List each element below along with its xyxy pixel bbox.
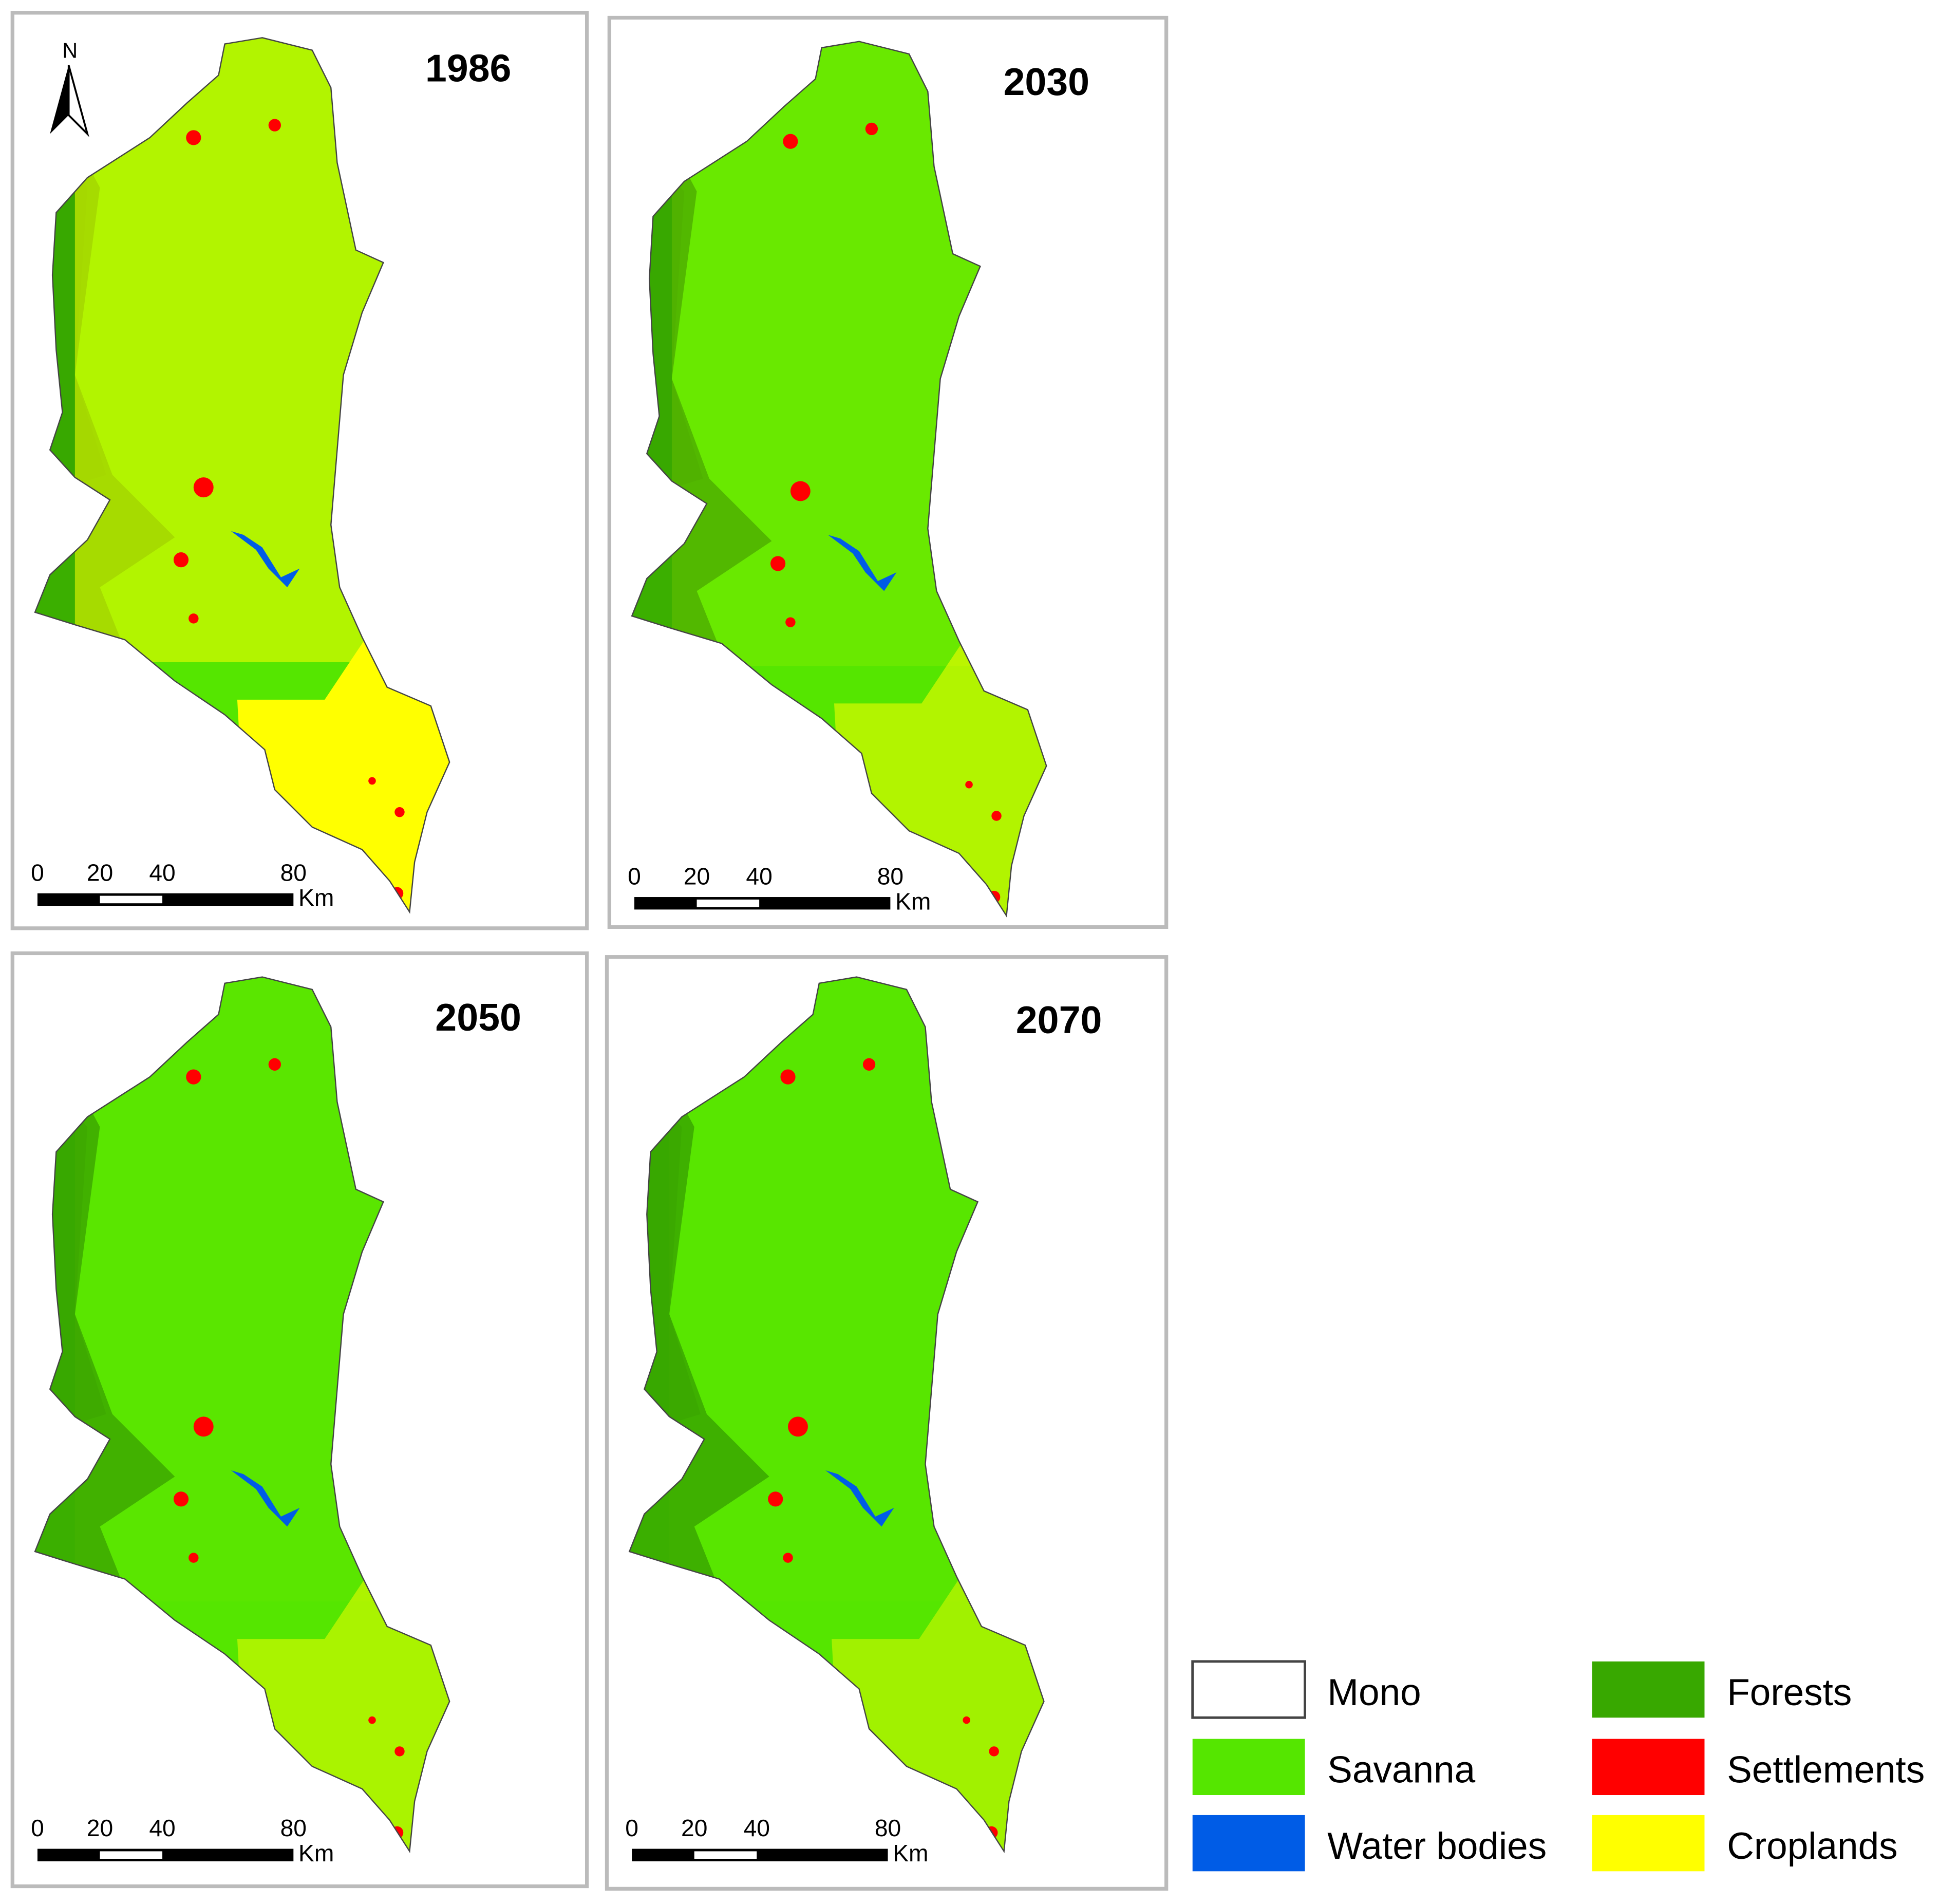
settlement — [394, 807, 405, 817]
settlement — [991, 811, 1002, 821]
settlement — [865, 122, 878, 136]
lake — [231, 1470, 300, 1527]
scale-label: 20 — [684, 863, 710, 890]
legend-swatch — [1191, 1660, 1306, 1719]
legend-label: Water bodies — [1327, 1825, 1547, 1867]
settlement — [173, 1491, 189, 1507]
settlement — [189, 1553, 199, 1563]
legend-label: Forests — [1727, 1672, 1852, 1713]
lake — [231, 531, 300, 588]
scale-label: 40 — [744, 1815, 770, 1841]
scale-unit: Km — [895, 888, 931, 914]
settlement — [965, 780, 973, 789]
legend-swatch — [1192, 1739, 1305, 1796]
legend-swatch — [1592, 1739, 1705, 1796]
scale-label: 20 — [87, 859, 113, 886]
scale-label: 40 — [149, 859, 175, 886]
settlement — [268, 1058, 281, 1071]
settlement — [788, 1416, 808, 1437]
settlement — [368, 777, 376, 785]
scale-bar — [37, 1849, 294, 1861]
settlement — [783, 134, 798, 149]
panel-title: 1986 — [425, 47, 512, 90]
legend-label: Croplands — [1727, 1825, 1897, 1867]
scale-label: 80 — [877, 863, 903, 890]
scale-unit: Km — [893, 1840, 928, 1866]
legend-label: Savanna — [1327, 1749, 1475, 1791]
scale-label: 80 — [875, 1815, 901, 1841]
scale-label: 40 — [746, 863, 772, 890]
settlement — [394, 1746, 405, 1757]
scale-label: 0 — [628, 863, 641, 890]
scale-bar — [634, 897, 891, 910]
scale-label: 0 — [625, 1815, 638, 1841]
scale-bar-white — [100, 1851, 163, 1859]
north-arrow-right — [67, 65, 89, 137]
scale-bar — [632, 1849, 888, 1861]
settlement — [189, 613, 199, 624]
scale-bar — [37, 893, 294, 906]
settlement — [989, 1746, 999, 1757]
scale-unit: Km — [298, 1840, 334, 1866]
legend-swatch — [1592, 1661, 1705, 1718]
settlement — [768, 1491, 783, 1507]
scale-label: 80 — [280, 1815, 307, 1841]
settlement — [780, 1069, 796, 1085]
legend-label: Settlements — [1727, 1749, 1925, 1791]
scale-label: 0 — [31, 859, 44, 886]
settlement — [785, 617, 796, 627]
lake — [825, 1470, 894, 1527]
scale-label: 20 — [87, 1815, 113, 1841]
settlement — [862, 1058, 876, 1071]
scale-label: 40 — [149, 1815, 175, 1841]
panel-title: 2030 — [1003, 60, 1089, 103]
scale-label: 80 — [280, 859, 307, 886]
settlement — [193, 1416, 214, 1437]
legend-swatch — [1592, 1815, 1705, 1872]
settlement — [186, 1069, 201, 1085]
settlement — [790, 481, 811, 501]
settlement — [268, 119, 281, 132]
panel-title: 2050 — [435, 996, 521, 1039]
settlement — [193, 477, 214, 498]
settlement — [368, 1716, 376, 1724]
settlement — [186, 130, 201, 145]
legend-swatch — [1192, 1815, 1305, 1872]
settlement — [783, 1553, 793, 1563]
legend-label: Mono — [1327, 1672, 1421, 1713]
north-arrow — [50, 65, 69, 134]
settlement — [173, 552, 189, 568]
scale-label: 20 — [681, 1815, 707, 1841]
panel-title: 2070 — [1016, 998, 1102, 1041]
settlement — [963, 1716, 970, 1724]
north-label: N — [62, 39, 78, 62]
scale-bar-white — [696, 899, 760, 907]
scale-bar-white — [100, 895, 163, 904]
settlement — [770, 556, 786, 571]
scale-unit: Km — [298, 884, 334, 911]
scale-bar-white — [694, 1851, 757, 1859]
lake — [827, 535, 897, 591]
scale-label: 0 — [31, 1815, 44, 1841]
